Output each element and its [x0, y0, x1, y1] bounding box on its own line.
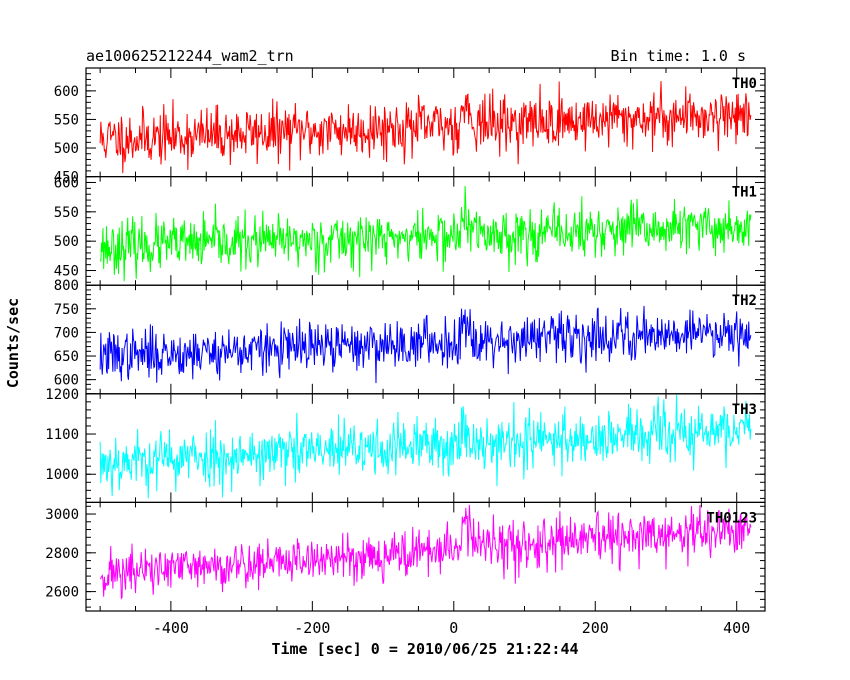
panel-th0: 450 500 550 600 TH0: [54, 67, 766, 186]
y-tick-label: 600: [54, 373, 79, 389]
panel-th3: 1000 1100 1200 TH3: [45, 387, 766, 503]
x-axis-label: Time [sec] 0 = 2010/06/25 21:22:44: [271, 640, 578, 658]
y-tick-label: 650: [54, 349, 79, 365]
y-axis-label: Counts/sec: [4, 298, 22, 388]
series-line-th0123: [99, 504, 752, 600]
panel-th1: 450 500 550 600 TH1: [54, 175, 766, 286]
y-tick-label: 800: [54, 278, 79, 294]
x-tick-label: -200: [294, 619, 330, 637]
panel-name-label: TH0: [732, 76, 757, 92]
panel-th0123: 2600 2800 3000 TH0123: [45, 501, 766, 612]
panel-name-label: TH1: [732, 185, 757, 201]
panel-name-label: TH2: [732, 293, 757, 309]
y-tick-label: 450: [54, 170, 79, 186]
panel-name-label: TH3: [732, 402, 757, 418]
series-line-th1: [99, 185, 752, 282]
y-tick-label: 750: [54, 302, 79, 318]
y-tick-label: 2800: [45, 546, 79, 562]
y-tick-label: 550: [54, 112, 79, 128]
y-tick-label: 500: [54, 234, 79, 250]
y-tick-label: 550: [54, 205, 79, 221]
panel-name-label: TH0123: [706, 510, 757, 526]
panel-frame: [85, 501, 766, 612]
y-tick-label: 1000: [45, 467, 79, 483]
y-tick-label: 600: [54, 175, 79, 191]
y-tick-label: 1100: [45, 427, 79, 443]
series-line-th2: [99, 305, 752, 384]
y-tick-label: 1200: [45, 387, 79, 403]
y-tick-label: 500: [54, 141, 79, 157]
y-tick-label: 2600: [45, 585, 79, 601]
x-tick-label: 400: [723, 619, 750, 637]
y-tick-label: 3000: [45, 507, 79, 523]
x-tick-label: -400: [153, 619, 189, 637]
x-axis: -400 -200 0 200 400: [153, 619, 750, 637]
y-tick-label: 450: [54, 264, 79, 280]
y-tick-label: 600: [54, 84, 79, 100]
x-tick-label: 0: [449, 619, 458, 637]
chart-subtitle: Bin time: 1.0 s: [611, 47, 746, 65]
series-line-th3: [99, 393, 752, 499]
panels-group: 450 500 550 600 TH0 450 500 550 600 TH1 600 650 700 7…: [45, 67, 766, 612]
chart-title: ae100625212244_wam2_trn: [86, 47, 294, 65]
panel-th2: 600 650 700 750 800 TH2: [54, 278, 766, 395]
series-line-th0: [99, 81, 752, 174]
y-tick-label: 700: [54, 325, 79, 341]
x-tick-label: 200: [582, 619, 609, 637]
